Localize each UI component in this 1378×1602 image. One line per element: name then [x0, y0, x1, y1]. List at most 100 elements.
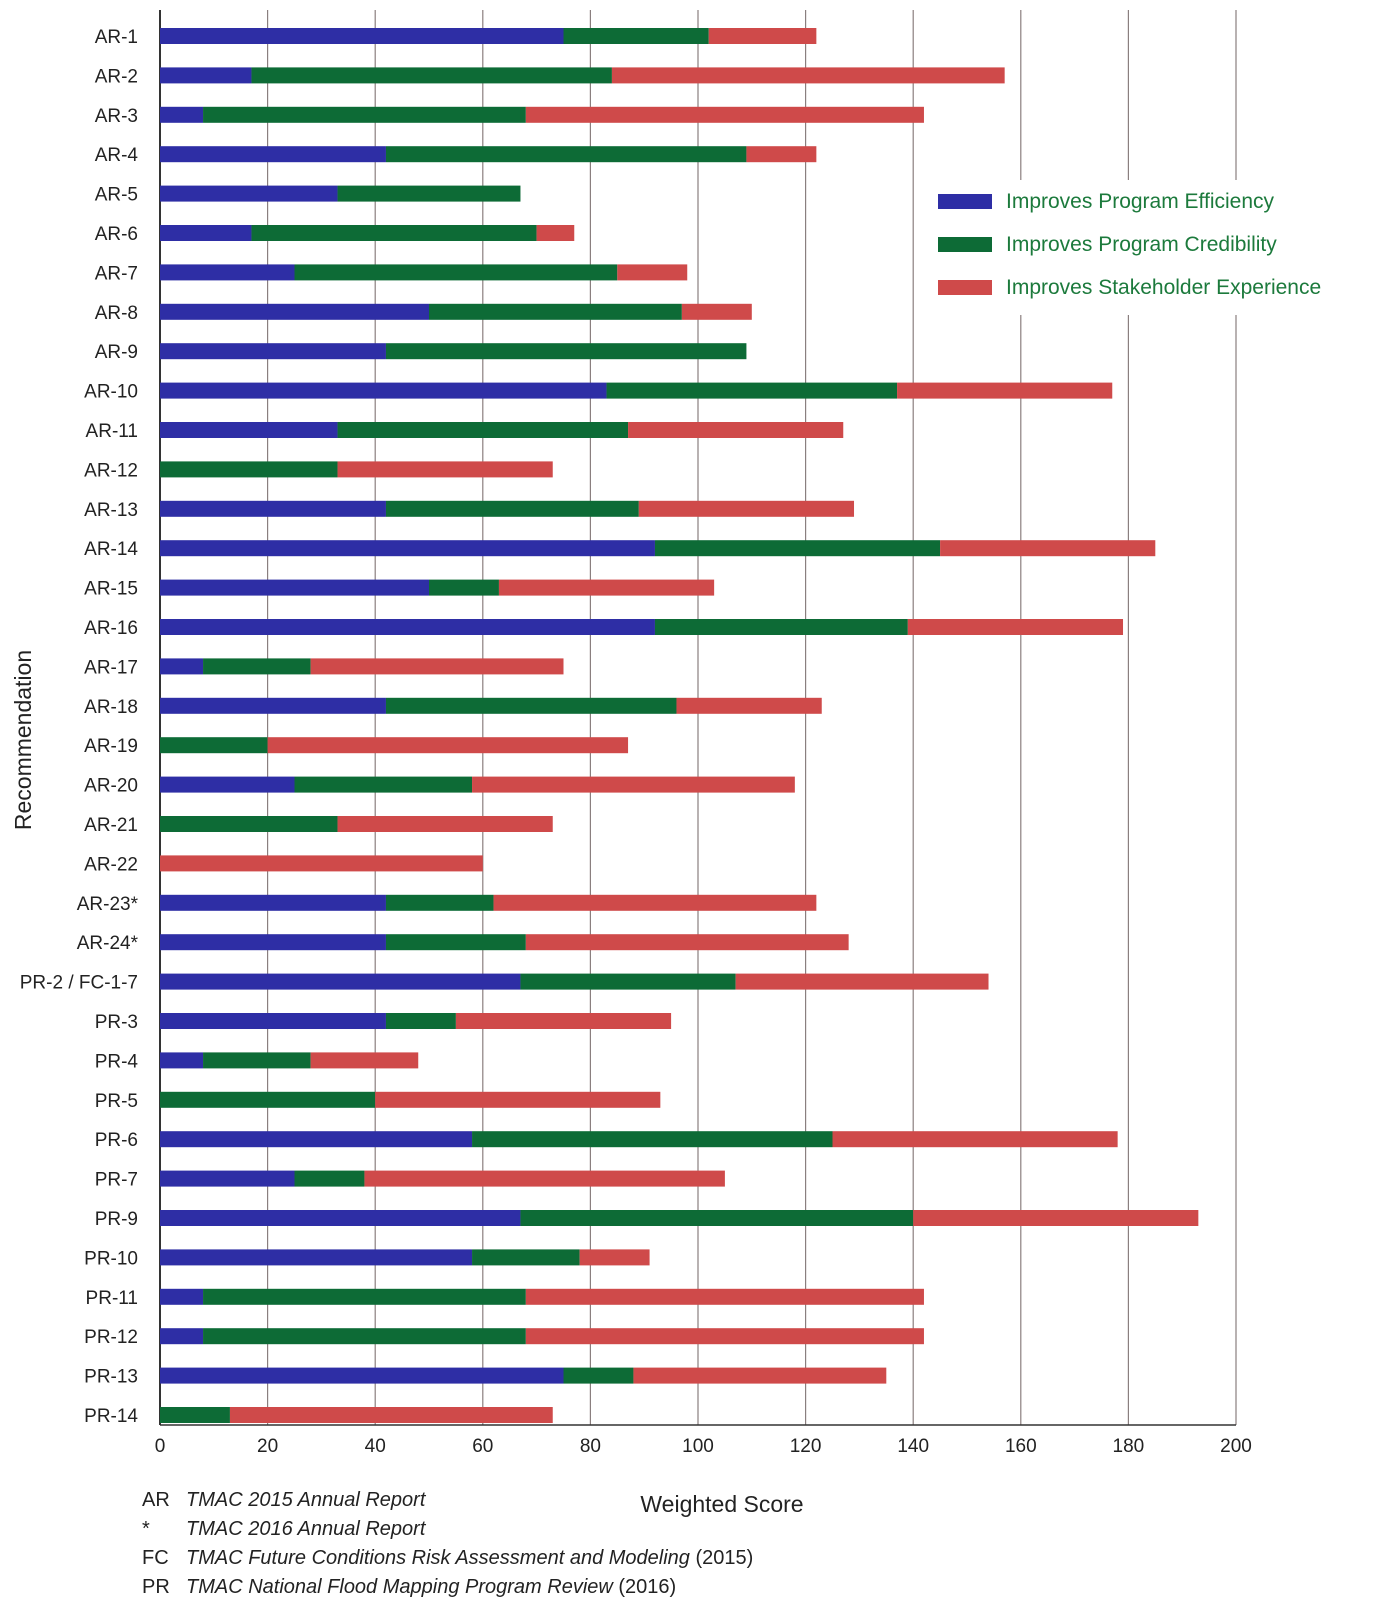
bar-segment-series-0: [160, 697, 386, 714]
category-label: AR-8: [95, 303, 138, 324]
bar-segment-series-0: [160, 540, 655, 557]
bar-segment-series-0: [160, 658, 204, 675]
bar-segment-series-0: [160, 1210, 521, 1226]
bar-segment-series-0: [160, 382, 607, 399]
x-tick-label: 20: [257, 1436, 278, 1457]
bar-segment-series-0: [160, 1367, 564, 1384]
x-tick-label: 200: [1220, 1436, 1252, 1457]
bar-segment-series-2: [493, 894, 817, 911]
category-label: AR-11: [86, 421, 138, 442]
bar-segment-series-2: [160, 855, 483, 872]
bar-segment-series-2: [746, 146, 817, 163]
bar-segment-series-1: [385, 894, 494, 911]
category-label: AR-13: [84, 500, 138, 521]
bar-segment-series-1: [654, 540, 941, 557]
bar-segment-series-0: [160, 1170, 295, 1187]
bar-segment-series-0: [160, 264, 295, 281]
bar-segment-series-2: [310, 658, 564, 675]
category-label: AR-3: [95, 106, 138, 127]
category-label: PR-7: [95, 1170, 138, 1191]
bar-segment-series-1: [563, 28, 709, 44]
category-label: AR-17: [84, 657, 138, 678]
bar-segment-series-1: [429, 579, 499, 596]
category-label: AR-1: [95, 27, 138, 48]
bar-segment-series-1: [294, 1170, 365, 1187]
legend-item-credibility: Improves Program Credibility: [938, 223, 1358, 266]
bar-segment-series-0: [160, 934, 386, 951]
bar-segment-series-2: [525, 934, 849, 951]
x-tick-label: 80: [580, 1436, 601, 1457]
x-axis-title: Weighted Score: [640, 1491, 803, 1517]
legend-swatch-stakeholder: [938, 280, 992, 295]
footnote-key: *: [142, 1518, 150, 1540]
footnote-suffix: (2016): [612, 1576, 677, 1598]
bar-segment-series-1: [203, 1052, 311, 1069]
bar-segment-series-2: [525, 1328, 924, 1345]
legend-swatch-efficiency: [938, 194, 992, 209]
bar-segment-series-0: [160, 1131, 473, 1148]
x-tick-label: 0: [155, 1436, 166, 1457]
footnote-text: TMAC National Flood Mapping Program Revi…: [186, 1576, 676, 1599]
legend-item-efficiency: Improves Program Efficiency: [938, 180, 1358, 223]
bar-segment-series-0: [160, 1328, 204, 1345]
bar-segment-series-1: [385, 500, 639, 517]
bar-segment-series-0: [160, 67, 252, 84]
bar-segment-series-2: [579, 1249, 650, 1266]
bar-segment-series-2: [611, 67, 1005, 84]
category-label: AR-24*: [77, 933, 139, 954]
legend-item-stakeholder: Improves Stakeholder Experience: [938, 266, 1358, 309]
bar-segment-series-2: [525, 106, 924, 123]
bar-segment-series-2: [337, 816, 553, 832]
bar-segment-series-1: [385, 1013, 456, 1029]
bar-segment-series-0: [160, 500, 386, 517]
category-label: PR-11: [86, 1288, 138, 1309]
bar-segment-series-0: [160, 343, 386, 360]
category-label: PR-13: [84, 1367, 138, 1388]
bar-segment-series-1: [385, 343, 747, 360]
bar-segment-series-2: [472, 776, 795, 793]
legend-swatch-credibility: [938, 237, 992, 252]
bar-segment-series-1: [294, 776, 473, 793]
bar-segment-series-2: [940, 540, 1156, 557]
footnote-text: TMAC Future Conditions Risk Assessment a…: [186, 1547, 753, 1570]
bar-segment-series-0: [160, 1052, 204, 1069]
legend-label-efficiency: Improves Program Efficiency: [1006, 189, 1275, 213]
category-label: PR-14: [84, 1406, 138, 1427]
bar-segment-series-1: [472, 1131, 833, 1148]
bar-segment-series-2: [913, 1210, 1199, 1226]
bar-segment-series-1: [654, 619, 908, 635]
bar-segment-series-1: [385, 146, 747, 163]
legend-label-credibility: Improves Program Credibility: [1006, 232, 1277, 256]
bar-segment-series-0: [160, 1249, 473, 1266]
category-labels: AR-1 AR-2 AR-3 AR-4 AR-5 AR-6 AR-7 AR-8 AR-9 AR-1…: [20, 27, 139, 1427]
bar-segment-series-0: [160, 973, 521, 990]
bar-segment-series-1: [160, 816, 338, 832]
bar-segment-series-1: [251, 225, 537, 241]
category-label: AR-9: [95, 342, 138, 363]
category-label: AR-4: [95, 145, 139, 166]
bar-segment-series-2: [832, 1131, 1118, 1148]
footnote-title: TMAC 2015 Annual Report: [186, 1489, 426, 1511]
category-label: AR-6: [95, 224, 138, 245]
bar-segment-series-2: [681, 303, 752, 320]
bar-segment-series-2: [633, 1367, 887, 1384]
bar-segment-series-1: [520, 973, 736, 990]
category-label: PR-4: [95, 1051, 139, 1072]
footnote-title: TMAC Future Conditions Risk Assessment a…: [186, 1547, 690, 1569]
bar-segment-series-2: [229, 1407, 553, 1423]
bar-segment-series-0: [160, 1288, 204, 1305]
bar-segment-series-1: [160, 1091, 376, 1108]
footnote-row: AR TMAC 2015 Annual Report: [142, 1486, 753, 1515]
bar-segment-series-1: [294, 264, 618, 281]
footnotes: AR TMAC 2015 Annual Report * TMAC 2016 A…: [142, 1486, 753, 1602]
category-label: PR-3: [95, 1012, 138, 1033]
category-label: AR-2: [95, 66, 138, 87]
bar-segment-series-0: [160, 422, 338, 438]
bar-segment-series-2: [364, 1170, 725, 1187]
bar-segment-series-1: [337, 422, 629, 438]
bar-segment-series-2: [897, 382, 1113, 399]
footnote-text: TMAC 2015 Annual Report: [186, 1489, 425, 1512]
bar-segment-series-1: [429, 303, 682, 320]
footnote-title: TMAC National Flood Mapping Program Revi…: [186, 1576, 613, 1598]
